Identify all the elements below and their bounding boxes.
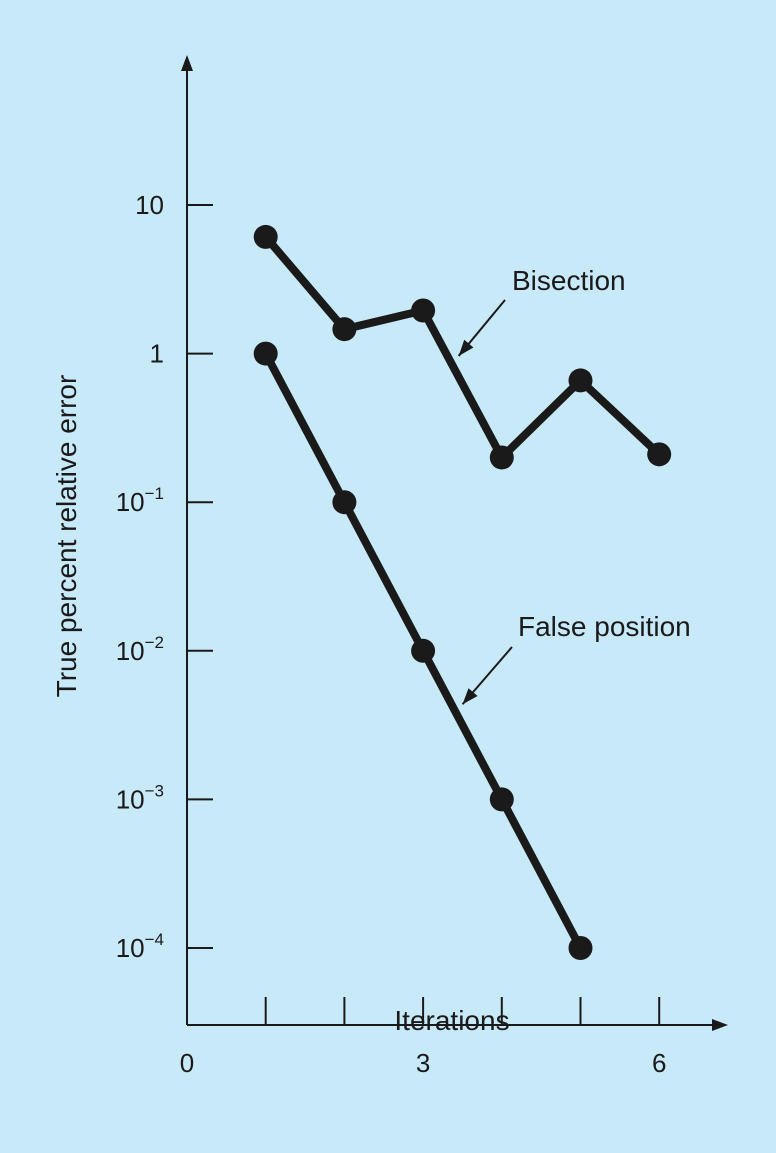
- annotation-arrowhead: [462, 688, 478, 705]
- x-tick-label: 0: [180, 1048, 194, 1078]
- data-point: [332, 317, 357, 342]
- data-point: [489, 787, 514, 812]
- axes: 0 3 6 10 1 10−1 10−2 10−3 10−4: [116, 55, 728, 1078]
- x-tick-label: 3: [416, 1048, 430, 1078]
- data-point: [647, 442, 672, 467]
- series-line-bisection: [261, 232, 664, 462]
- y-tick-label: 10−4: [116, 930, 164, 963]
- y-tick-label: 10: [135, 190, 164, 220]
- data-point: [332, 490, 357, 515]
- y-axis-arrow: [181, 55, 193, 71]
- annotation-label: False position: [518, 611, 691, 642]
- x-axis-title: Iterations: [394, 1005, 509, 1036]
- annotations: Bisection False position: [457, 265, 691, 705]
- plot-area: [253, 224, 672, 960]
- annotation-label: Bisection: [512, 265, 626, 296]
- data-point: [411, 298, 436, 323]
- data-point: [568, 936, 593, 960]
- data-point: [253, 224, 278, 249]
- y-tick-label: 10−1: [116, 484, 164, 517]
- x-axis-arrow: [712, 1019, 728, 1031]
- data-point: [568, 368, 593, 393]
- y-tick-label: 1: [150, 339, 164, 369]
- data-point: [411, 638, 436, 663]
- data-point: [253, 341, 278, 366]
- y-tick-label: 10−3: [116, 781, 164, 814]
- y-axis-title: True percent relative error: [51, 375, 82, 698]
- x-tick-label: 6: [652, 1048, 666, 1078]
- annotation-arrowhead: [458, 339, 474, 356]
- data-point: [489, 445, 514, 470]
- y-tick-label: 10−2: [116, 633, 164, 666]
